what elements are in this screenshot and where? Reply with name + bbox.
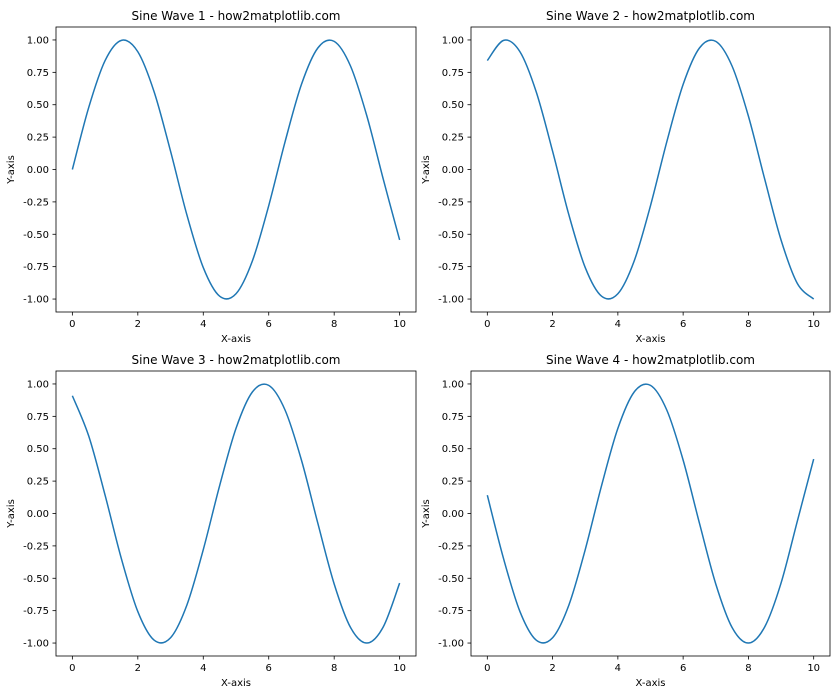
y-tick-label: 0.50 bbox=[27, 444, 49, 455]
x-tick-label: 6 bbox=[266, 319, 272, 330]
y-tick-label: 0.25 bbox=[27, 477, 49, 488]
y-tick-label: -0.75 bbox=[438, 606, 464, 617]
y-tick-label: -0.25 bbox=[23, 541, 49, 552]
x-tick-label: 0 bbox=[484, 663, 490, 674]
x-tick-label: 8 bbox=[331, 663, 337, 674]
x-axis-label: X-axis bbox=[636, 678, 666, 689]
x-axis-label: X-axis bbox=[636, 334, 666, 345]
x-axis-label: X-axis bbox=[221, 334, 251, 345]
y-tick-label: 0.75 bbox=[27, 68, 49, 79]
x-tick-label: 0 bbox=[484, 319, 490, 330]
subplot-title: Sine Wave 1 - how2matplotlib.com bbox=[132, 9, 341, 23]
y-tick-label: 1.00 bbox=[27, 379, 49, 390]
x-tick-label: 6 bbox=[266, 663, 272, 674]
x-tick-label: 8 bbox=[745, 319, 751, 330]
y-tick-label: -1.00 bbox=[438, 639, 464, 650]
x-tick-label: 2 bbox=[135, 319, 141, 330]
subplot-2: 0 2 4 6 8 10 -1.00 -0.75 -0.50 -0.25 0.00 0.25 0.50 0… bbox=[421, 9, 831, 345]
x-tick-label: 10 bbox=[393, 663, 406, 674]
y-tick-label: -0.75 bbox=[23, 606, 49, 617]
x-tick-label: 6 bbox=[680, 663, 686, 674]
y-tick-label: 1.00 bbox=[442, 379, 464, 390]
y-tick-label: 0.25 bbox=[442, 133, 464, 144]
y-tick-label: -0.25 bbox=[23, 197, 49, 208]
x-axis-label: X-axis bbox=[221, 678, 251, 689]
y-tick-label: -0.50 bbox=[23, 230, 49, 241]
y-tick-label: 0.75 bbox=[27, 412, 49, 423]
y-tick-label: -1.00 bbox=[23, 639, 49, 650]
x-tick-label: 4 bbox=[200, 663, 206, 674]
axes-frame bbox=[55, 370, 417, 657]
subplot-1: 0 2 4 6 8 10 -1.00 -0.75 -0.50 -0.25 0.00 0.25 0.50 0… bbox=[6, 9, 417, 345]
y-tick-label: -0.75 bbox=[438, 262, 464, 273]
y-tick-label: -0.25 bbox=[438, 197, 464, 208]
series-line bbox=[71, 39, 401, 300]
y-axis-label: Y-axis bbox=[421, 155, 432, 185]
axes-frame bbox=[55, 26, 417, 313]
y-tick-label: 0.00 bbox=[442, 165, 464, 176]
y-axis-label: Y-axis bbox=[421, 499, 432, 529]
x-tick-label: 8 bbox=[745, 663, 751, 674]
y-tick-label: 0.50 bbox=[27, 100, 49, 111]
x-tick-label: 4 bbox=[615, 663, 621, 674]
y-tick-label: 0.50 bbox=[442, 444, 464, 455]
y-tick-label: 1.00 bbox=[442, 35, 464, 46]
y-tick-label: 1.00 bbox=[27, 35, 49, 46]
y-tick-label: 0.00 bbox=[27, 165, 49, 176]
subplot-3: 0 2 4 6 8 10 -1.00 -0.75 -0.50 -0.25 0.00 0.25 0.50 0… bbox=[6, 353, 417, 689]
y-tick-label: -1.00 bbox=[23, 295, 49, 306]
x-tick-label: 10 bbox=[807, 319, 820, 330]
y-tick-label: 0.25 bbox=[27, 133, 49, 144]
y-tick-label: -0.50 bbox=[438, 574, 464, 585]
y-tick-label: 0.00 bbox=[27, 509, 49, 520]
subplot-title: Sine Wave 2 - how2matplotlib.com bbox=[546, 9, 755, 23]
series-line bbox=[486, 39, 815, 300]
y-tick-label: 0.50 bbox=[442, 100, 464, 111]
x-tick-label: 2 bbox=[549, 663, 555, 674]
x-tick-label: 10 bbox=[393, 319, 406, 330]
y-tick-label: -0.50 bbox=[438, 230, 464, 241]
x-tick-label: 2 bbox=[135, 663, 141, 674]
series-line bbox=[71, 383, 401, 644]
subplot-title: Sine Wave 4 - how2matplotlib.com bbox=[546, 353, 755, 367]
axes-frame bbox=[470, 370, 831, 657]
y-tick-label: 0.25 bbox=[442, 477, 464, 488]
x-tick-label: 0 bbox=[69, 663, 75, 674]
subplot-title: Sine Wave 3 - how2matplotlib.com bbox=[132, 353, 341, 367]
x-tick-label: 10 bbox=[807, 663, 820, 674]
y-axis-label: Y-axis bbox=[6, 155, 17, 185]
y-tick-label: -0.25 bbox=[438, 541, 464, 552]
axes-frame bbox=[470, 26, 831, 313]
y-tick-label: -0.50 bbox=[23, 574, 49, 585]
subplot-4: 0 2 4 6 8 10 -1.00 -0.75 -0.50 -0.25 0.00 0.25 0.50 0… bbox=[421, 353, 831, 689]
y-tick-label: -0.75 bbox=[23, 262, 49, 273]
y-tick-label: 0.75 bbox=[442, 68, 464, 79]
y-tick-label: 0.75 bbox=[442, 412, 464, 423]
x-tick-label: 2 bbox=[549, 319, 555, 330]
x-tick-label: 0 bbox=[69, 319, 75, 330]
x-tick-label: 4 bbox=[200, 319, 206, 330]
series-line bbox=[486, 383, 815, 644]
x-tick-label: 8 bbox=[331, 319, 337, 330]
x-tick-label: 4 bbox=[615, 319, 621, 330]
y-axis-label: Y-axis bbox=[6, 499, 17, 529]
y-tick-label: -1.00 bbox=[438, 295, 464, 306]
x-tick-label: 6 bbox=[680, 319, 686, 330]
y-tick-label: 0.00 bbox=[442, 509, 464, 520]
